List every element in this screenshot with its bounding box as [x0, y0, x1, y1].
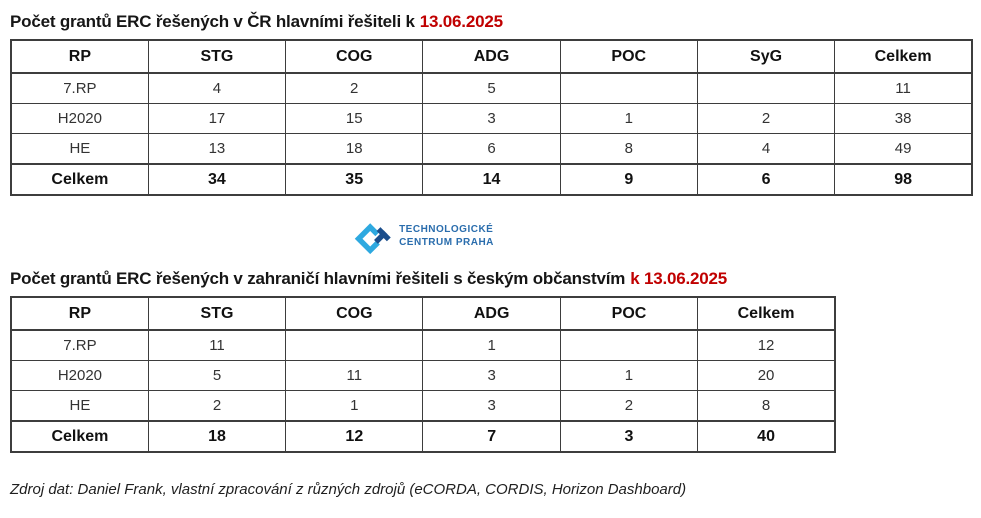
data-cell: 13 [147, 133, 287, 165]
data-cell: 5 [147, 360, 287, 391]
row-label-cell: H2020 [10, 360, 149, 391]
total-cell: 3 [559, 420, 699, 453]
column-header-poc: POC [559, 39, 698, 74]
row-label-cell: H2020 [10, 103, 149, 134]
total-cell: 12 [285, 420, 424, 453]
row-label-cell: 7.RP [10, 72, 149, 104]
source-note: Zdroj dat: Daniel Frank, vlastní zpracov… [10, 481, 687, 498]
column-header-poc: POC [559, 296, 699, 331]
table-row: 7.RP 11 1 12 [10, 329, 836, 361]
table-total-row: Celkem 34 35 14 9 6 98 [10, 163, 973, 196]
data-cell: 1 [559, 103, 698, 134]
table1-title-date: 13.06.2025 [419, 12, 503, 31]
data-cell: 4 [696, 133, 836, 165]
data-cell: 3 [422, 360, 561, 391]
table1-title: Počet grantů ERC řešených v ČR hlavními … [10, 12, 973, 32]
total-cell: 6 [696, 163, 836, 196]
logo-text-line2: CENTRUM PRAHA [399, 237, 494, 248]
table-row: H2020 5 11 3 1 20 [10, 360, 836, 391]
data-cell: 11 [834, 72, 973, 104]
row-label-cell: Celkem [10, 420, 149, 453]
column-header-syg: SyG [696, 39, 836, 74]
data-cell: 49 [834, 133, 973, 165]
row-label-cell: Celkem [10, 163, 149, 196]
column-header-stg: STG [147, 39, 287, 74]
table2-title: Počet grantů ERC řešených v zahraničí hl… [10, 269, 973, 289]
total-cell: 35 [285, 163, 424, 196]
column-header-adg: ADG [422, 39, 561, 74]
total-cell: 40 [697, 420, 836, 453]
table-header-row: RP STG COG ADG POC SyG Celkem [10, 39, 973, 74]
data-cell: 2 [696, 103, 836, 134]
table2-title-text: Počet grantů ERC řešených v zahraničí hl… [10, 269, 626, 288]
data-cell: 3 [422, 390, 561, 422]
erc-cr-grants-table: RP STG COG ADG POC SyG Celkem 7.RP 4 2 5… [10, 39, 973, 196]
data-cell: 17 [147, 103, 287, 134]
data-cell: 1 [559, 360, 699, 391]
column-header-rp: RP [10, 296, 149, 331]
data-cell: 11 [147, 329, 287, 361]
tc-praha-logo-text: TECHNOLOGICKÉ CENTRUM PRAHA [399, 223, 494, 249]
table-row: HE 2 1 3 2 8 [10, 390, 836, 422]
table1-title-text: Počet grantů ERC řešených v ČR hlavními … [10, 12, 415, 31]
total-cell: 18 [147, 420, 287, 453]
row-label-cell: HE [10, 133, 149, 165]
data-cell: 3 [422, 103, 561, 134]
column-header-stg: STG [147, 296, 287, 331]
table-row: 7.RP 4 2 5 11 [10, 72, 973, 104]
data-cell [559, 329, 699, 361]
table-header-row: RP STG COG ADG POC Celkem [10, 296, 836, 331]
column-header-rp: RP [10, 39, 149, 74]
total-cell: 34 [147, 163, 287, 196]
total-cell: 7 [422, 420, 561, 453]
column-header-celkem: Celkem [834, 39, 973, 74]
column-header-adg: ADG [422, 296, 561, 331]
data-cell: 11 [285, 360, 424, 391]
data-cell [285, 329, 424, 361]
table-total-row: Celkem 18 12 7 3 40 [10, 420, 836, 453]
table2-title-date: k 13.06.2025 [630, 269, 728, 288]
tc-praha-logo: TECHNOLOGICKÉ CENTRUM PRAHA [0, 215, 905, 257]
row-label-cell: 7.RP [10, 329, 149, 361]
data-cell: 4 [147, 72, 287, 104]
data-cell: 38 [834, 103, 973, 134]
data-cell: 6 [422, 133, 561, 165]
data-cell [559, 72, 698, 104]
data-cell: 5 [422, 72, 561, 104]
data-cell: 8 [559, 133, 698, 165]
data-cell: 2 [285, 72, 424, 104]
erc-abroad-grants-table: RP STG COG ADG POC Celkem 7.RP 11 1 12 H… [10, 296, 836, 453]
total-cell: 9 [559, 163, 698, 196]
total-cell: 14 [422, 163, 561, 196]
data-cell: 8 [697, 390, 836, 422]
tc-praha-diamond-icon [354, 223, 391, 255]
data-cell: 2 [147, 390, 287, 422]
data-cell: 1 [422, 329, 561, 361]
column-header-cog: COG [285, 296, 424, 331]
data-cell: 2 [559, 390, 699, 422]
total-cell: 98 [834, 163, 973, 196]
table-row: H2020 17 15 3 1 2 38 [10, 103, 973, 134]
data-cell: 20 [697, 360, 836, 391]
row-label-cell: HE [10, 390, 149, 422]
data-cell: 18 [285, 133, 424, 165]
document-page: Počet grantů ERC řešených v ČR hlavními … [0, 12, 973, 498]
data-cell [696, 72, 836, 104]
data-cell: 15 [285, 103, 424, 134]
column-header-cog: COG [285, 39, 424, 74]
data-cell: 12 [697, 329, 836, 361]
data-cell: 1 [285, 390, 424, 422]
logo-text-line1: TECHNOLOGICKÉ [399, 224, 494, 235]
table-row: HE 13 18 6 8 4 49 [10, 133, 973, 165]
column-header-celkem: Celkem [697, 296, 836, 331]
